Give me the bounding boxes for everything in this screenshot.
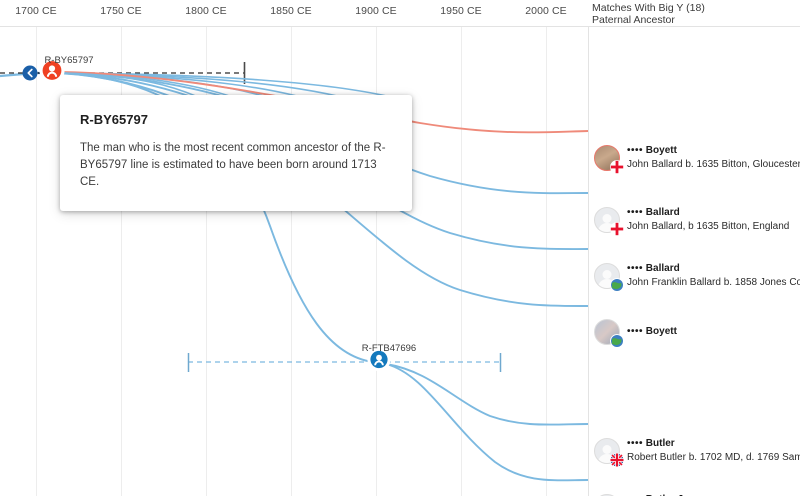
matches-panel-title: Matches With Big Y (18): [592, 2, 705, 14]
gridline: [121, 26, 122, 496]
match-row[interactable]: •••• Butler Jr Robert Asa Butler, b. 170…: [594, 493, 800, 496]
match-surname: Boyett: [645, 145, 677, 156]
match-stars: ••••: [627, 207, 644, 218]
match-row[interactable]: •••• Ballard John Franklin Ballard b. 18…: [594, 262, 800, 292]
match-stars: ••••: [627, 326, 644, 337]
match-text: •••• Ballard John Franklin Ballard b. 18…: [627, 262, 800, 289]
england-flag-icon: [610, 221, 624, 236]
match-description: John Ballard b. 1635 Bitton, Gloucesters…: [627, 159, 800, 170]
gridline: [461, 26, 462, 496]
silhouette-icon: [602, 444, 612, 454]
match-row[interactable]: •••• Ballard John Ballard, b 1635 Bitton…: [594, 206, 789, 236]
edge-root-to-ftb47696: [57, 72, 374, 363]
match-surname: Butler Jr: [646, 494, 687, 496]
silhouette-body-icon: [598, 222, 616, 232]
avatar-wrapper[interactable]: [594, 319, 624, 348]
matches-panel-subtitle: Paternal Ancestor: [592, 14, 675, 26]
gridline: [291, 26, 292, 496]
axis-tick-label: 1850 CE: [270, 5, 312, 17]
tooltip-title: R-BY65797: [80, 112, 148, 127]
axis-tick-label: 2000 CE: [525, 5, 567, 17]
axis-tick-label: 1750 CE: [100, 5, 142, 17]
match-name: •••• Ballard: [627, 262, 800, 275]
edge-to-match-butler: [385, 363, 589, 426]
match-text: •••• Boyett John Ballard b. 1635 Bitton,…: [627, 144, 800, 171]
match-name: •••• Ballard: [627, 206, 789, 219]
match-surname: Ballard: [645, 263, 680, 274]
axis-tick-label: 1700 CE: [15, 5, 57, 17]
match-row[interactable]: •••• Boyett: [594, 319, 677, 348]
gridline: [546, 26, 547, 496]
timeline-axis-header: 1700 CE 1750 CE 1800 CE 1850 CE 1900 CE …: [0, 0, 800, 27]
silhouette-icon: [602, 269, 612, 279]
match-description: John Ballard, b 1635 Bitton, England: [627, 221, 790, 232]
tooltip-body: The man who is the most recent common an…: [80, 142, 386, 188]
match-surname: Ballard: [645, 207, 680, 218]
match-text: •••• Ballard John Ballard, b 1635 Bitton…: [627, 206, 789, 233]
silhouette-body-icon: [598, 278, 616, 288]
match-row[interactable]: •••• Butler Robert Butler b. 1702 MD, d.…: [594, 437, 800, 467]
avatar-wrapper[interactable]: [594, 206, 624, 236]
silhouette-icon: [602, 213, 612, 223]
matches-panel-header: Matches With Big Y (18) Paternal Ancesto…: [592, 2, 705, 26]
match-description: Robert Butler b. 1702 MD, d. 1769 Sampso…: [627, 452, 800, 463]
gridline: [206, 26, 207, 496]
silhouette-body-icon: [598, 453, 616, 463]
axis-tick-label: 1900 CE: [355, 5, 397, 17]
avatar-wrapper[interactable]: [594, 144, 624, 174]
uk-flag-icon: [610, 452, 624, 467]
match-row[interactable]: •••• Boyett John Ballard b. 1635 Bitton,…: [594, 144, 800, 174]
match-name: •••• Boyett: [627, 325, 677, 338]
avatar-wrapper[interactable]: [594, 262, 624, 292]
gridline: [376, 26, 377, 496]
match-stars: ••••: [627, 263, 644, 274]
node-tooltip: R-BY65797 The man who is the most recent…: [60, 95, 412, 211]
match-stars: ••••: [627, 494, 643, 496]
match-text: •••• Boyett: [627, 325, 677, 339]
match-name: •••• Butler Jr: [627, 493, 800, 496]
avatar-wrapper[interactable]: [594, 437, 624, 467]
gridline: [36, 26, 37, 496]
match-description: John Franklin Ballard b. 1858 Jones Co N…: [627, 277, 800, 288]
match-surname: Butler: [645, 438, 675, 449]
node-label-r-by65797: R-BY65797: [44, 55, 94, 66]
edge-to-match-butler-jr: [385, 363, 589, 482]
match-name: •••• Boyett: [627, 144, 800, 157]
matches-panel-divider: [588, 26, 589, 496]
node-r-ftb47696[interactable]: [367, 347, 391, 377]
match-surname: Boyett: [645, 326, 677, 337]
avatar-wrapper[interactable]: [594, 493, 620, 496]
england-flag-icon: [610, 159, 624, 174]
collapse-chevron-icon[interactable]: [22, 65, 38, 81]
axis-tick-label: 1950 CE: [440, 5, 482, 17]
node-r-by65797[interactable]: [39, 57, 65, 89]
match-text: •••• Butler Robert Butler b. 1702 MD, d.…: [627, 437, 800, 464]
match-stars: ••••: [627, 145, 644, 156]
match-text: •••• Butler Jr Robert Asa Butler, b. 170…: [627, 493, 800, 496]
globe-icon: [610, 334, 624, 348]
axis-tick-label: 1800 CE: [185, 5, 227, 17]
globe-icon: [610, 277, 624, 292]
node-label-r-ftb47696: R-FTB47696: [361, 343, 417, 354]
match-name: •••• Butler: [627, 437, 800, 450]
match-stars: ••••: [627, 438, 644, 449]
